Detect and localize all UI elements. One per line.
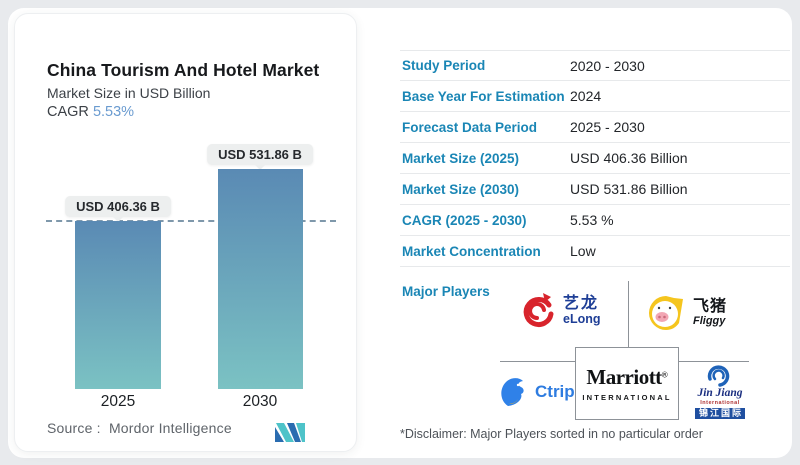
row-value: 2024	[570, 88, 602, 104]
row-label: Base Year For Estimation	[402, 88, 565, 104]
row-label: Study Period	[402, 58, 486, 73]
elong-wordmark: 艺龙 eLong	[563, 295, 601, 326]
row-label: Market Size (2030)	[402, 181, 520, 197]
table-row: Study Period 2020 - 2030	[400, 50, 790, 81]
row-value: 2020 - 2030	[570, 57, 645, 74]
table-row: Forecast Data Period 2025 - 2030	[400, 112, 790, 143]
row-label: Forecast Data Period	[402, 119, 538, 135]
players-horizontal-divider	[679, 361, 749, 362]
player-ctrip: Ctrip	[498, 375, 575, 409]
source-row: Source : Mordor Intelligence	[47, 420, 327, 442]
ctrip-dolphin-icon	[501, 378, 524, 406]
disclaimer-text: *Disclaimer: Major Players sorted in no …	[400, 427, 703, 441]
elong-en-text: eLong	[563, 311, 601, 326]
row-label: Market Size (2025)	[402, 150, 520, 166]
source-label: Source :	[47, 420, 101, 436]
row-label: CAGR (2025 - 2030)	[402, 212, 527, 228]
source-value: Mordor Intelligence	[108, 420, 232, 436]
jinjiang-name-text: Jin Jiang	[697, 387, 743, 399]
jinjiang-cn-text: 锦江国际	[694, 408, 745, 419]
fliggy-cn-text: 飞猪	[693, 297, 728, 315]
bar-2025	[75, 221, 161, 389]
row-value: USD 531.86 Billion	[570, 181, 688, 197]
player-jinjiang: Jin Jiang International 锦江国际	[687, 365, 753, 419]
mordor-intelligence-logo	[275, 423, 305, 447]
mordor-intelligence-logo-icon	[275, 423, 305, 442]
row-label: Market Concentration	[402, 243, 541, 259]
table-row: Market Size (2030) USD 531.86 Billion	[400, 174, 790, 205]
axis-label-2030: 2030	[242, 393, 278, 410]
cagr-label: CAGR	[47, 104, 89, 120]
row-value: 2025 - 2030	[570, 119, 645, 135]
table-row: Market Size (2025) USD 406.36 Billion	[400, 143, 790, 174]
page-title: China Tourism And Hotel Market	[47, 60, 320, 80]
stats-table: Study Period 2020 - 2030 Base Year For E…	[400, 50, 790, 452]
axis-label-2025: 2025	[100, 393, 136, 410]
reference-line	[46, 220, 336, 222]
row-value: USD 406.36 Billion	[570, 150, 688, 166]
major-players-section: Major Players 艺龙 eLong	[400, 267, 790, 452]
card-container: China Tourism And Hotel Market Market Si…	[8, 8, 792, 458]
table-row: CAGR (2025 - 2030) 5.53 %	[400, 205, 790, 236]
fliggy-pig-icon	[648, 296, 683, 330]
player-elong: 艺龙 eLong	[518, 291, 601, 331]
marriott-name: Marriott	[586, 365, 662, 389]
registered-mark: ®	[661, 370, 668, 380]
players-vertical-divider	[628, 281, 629, 348]
bar-value-label-2030: USD 531.86 B	[207, 144, 313, 165]
table-row: Base Year For Estimation 2024	[400, 81, 790, 112]
jinjiang-globe-icon	[707, 365, 730, 387]
marriott-international-text: INTERNATIONAL	[582, 393, 672, 402]
elong-dragon-swirl-icon	[523, 293, 554, 328]
player-fliggy: 飞猪 Fliggy	[646, 293, 727, 333]
ctrip-text: Ctrip	[535, 382, 575, 401]
row-value: 5.53 %	[570, 212, 614, 228]
elong-cn-text: 艺龙	[563, 295, 600, 313]
source-text: Source : Mordor Intelligence	[47, 420, 232, 436]
bar-2030	[218, 169, 303, 389]
bar-chart: USD 406.36 B 2025 USD 531.86 B 2030	[15, 14, 356, 451]
cagr-line: CAGR 5.53%	[47, 104, 134, 120]
fliggy-wordmark: 飞猪 Fliggy	[693, 297, 728, 327]
major-players-label: Major Players	[402, 284, 490, 299]
cagr-value: 5.53%	[92, 104, 135, 120]
players-horizontal-divider	[500, 361, 575, 362]
market-summary-card: China Tourism And Hotel Market Market Si…	[14, 13, 357, 452]
fliggy-en-text: Fliggy	[693, 314, 726, 327]
row-value: Low	[570, 243, 596, 259]
marriott-wordmark: Marriott®	[586, 365, 667, 390]
player-marriott: Marriott® INTERNATIONAL	[575, 347, 679, 420]
jinjiang-international-text: International	[700, 399, 740, 406]
bar-value-label-2025: USD 406.36 B	[65, 196, 171, 217]
chart-subtitle: Market Size in USD Billion	[47, 85, 211, 101]
table-row: Market Concentration Low	[400, 236, 790, 267]
